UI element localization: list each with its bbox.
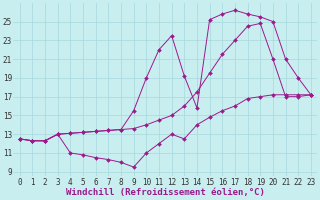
X-axis label: Windchill (Refroidissement éolien,°C): Windchill (Refroidissement éolien,°C) bbox=[66, 188, 265, 197]
